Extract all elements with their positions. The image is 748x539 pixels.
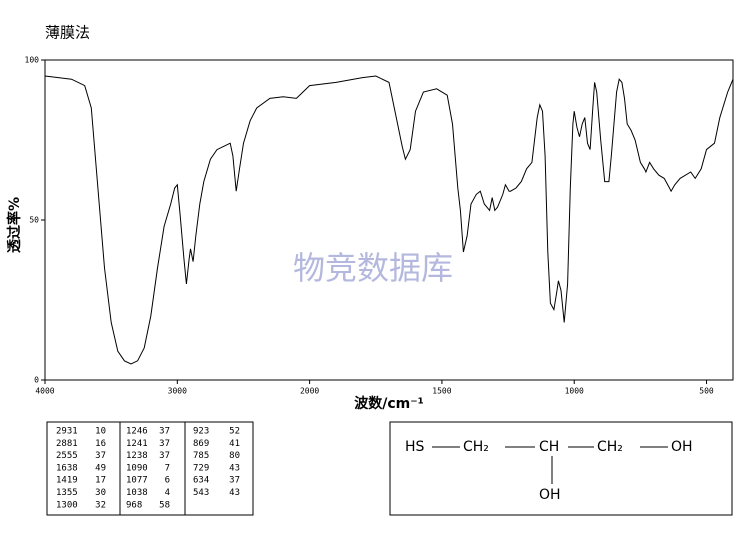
table-cell: 10 <box>95 427 106 437</box>
atom: CH <box>539 439 559 455</box>
table-cell: 923 <box>193 427 209 437</box>
table-cell: 6 <box>165 476 170 486</box>
y-axis-label: 透过率% <box>6 197 23 253</box>
table-cell: 2931 <box>56 427 78 437</box>
table-cell: 37 <box>159 439 170 449</box>
atom: CH₂ <box>597 439 623 455</box>
table-cell: 4 <box>165 488 170 498</box>
table-cell: 1238 <box>126 451 148 461</box>
x-tick-label: 2000 <box>300 387 319 396</box>
table-cell: 30 <box>95 488 106 498</box>
structure-frame <box>389 421 733 516</box>
table-cell: 37 <box>95 451 106 461</box>
table-cell: 869 <box>193 439 209 449</box>
table-cell: 1355 <box>56 488 78 498</box>
x-tick-label: 3000 <box>168 387 187 396</box>
x-tick-label: 4000 <box>35 387 54 396</box>
table-cell: 43 <box>229 463 240 473</box>
table-cell: 2881 <box>56 439 78 449</box>
chart-title: 薄膜法 <box>45 24 90 42</box>
y-tick-label: 50 <box>29 216 39 225</box>
watermark: 物竞数据库 <box>293 249 453 287</box>
atom: OH <box>671 439 693 455</box>
table-cell: 37 <box>159 427 170 437</box>
table-cell: 1090 <box>126 463 148 473</box>
spectrum-line <box>44 75 734 365</box>
peak-table-frame <box>46 421 254 516</box>
table-cell: 1038 <box>126 488 148 498</box>
table-cell: 37 <box>159 451 170 461</box>
table-cell: 58 <box>159 500 170 510</box>
x-tick-label: 1000 <box>565 387 584 396</box>
atom: OH <box>539 487 561 503</box>
table-cell: 1638 <box>56 463 78 473</box>
table-cell: 1077 <box>126 476 148 486</box>
table-cell: 968 <box>126 500 142 510</box>
table-cell: 2555 <box>56 451 78 461</box>
x-tick-label: 500 <box>699 387 714 396</box>
atom: CH₂ <box>463 439 489 455</box>
table-cell: 1241 <box>126 439 148 449</box>
table-cell: 49 <box>95 463 106 473</box>
x-tick-label: 1500 <box>432 387 451 396</box>
x-axis-label: 波数/cm⁻¹ <box>354 395 424 412</box>
table-cell: 1300 <box>56 500 78 510</box>
table-cell: 52 <box>229 427 240 437</box>
table-cell: 37 <box>229 476 240 486</box>
y-tick-label: 0 <box>34 376 39 385</box>
table-cell: 1246 <box>126 427 148 437</box>
table-cell: 543 <box>193 488 209 498</box>
table-cell: 16 <box>95 439 106 449</box>
table-cell: 80 <box>229 451 240 461</box>
table-cell: 32 <box>95 500 106 510</box>
table-cell: 7 <box>165 463 170 473</box>
table-cell: 729 <box>193 463 209 473</box>
table-cell: 17 <box>95 476 106 486</box>
table-cell: 41 <box>229 439 240 449</box>
table-cell: 634 <box>193 476 209 486</box>
y-tick-label: 100 <box>25 56 40 65</box>
plot-frame <box>44 59 734 381</box>
table-cell: 785 <box>193 451 209 461</box>
table-cell: 1419 <box>56 476 78 486</box>
atom: HS <box>405 439 425 455</box>
table-cell: 43 <box>229 488 240 498</box>
